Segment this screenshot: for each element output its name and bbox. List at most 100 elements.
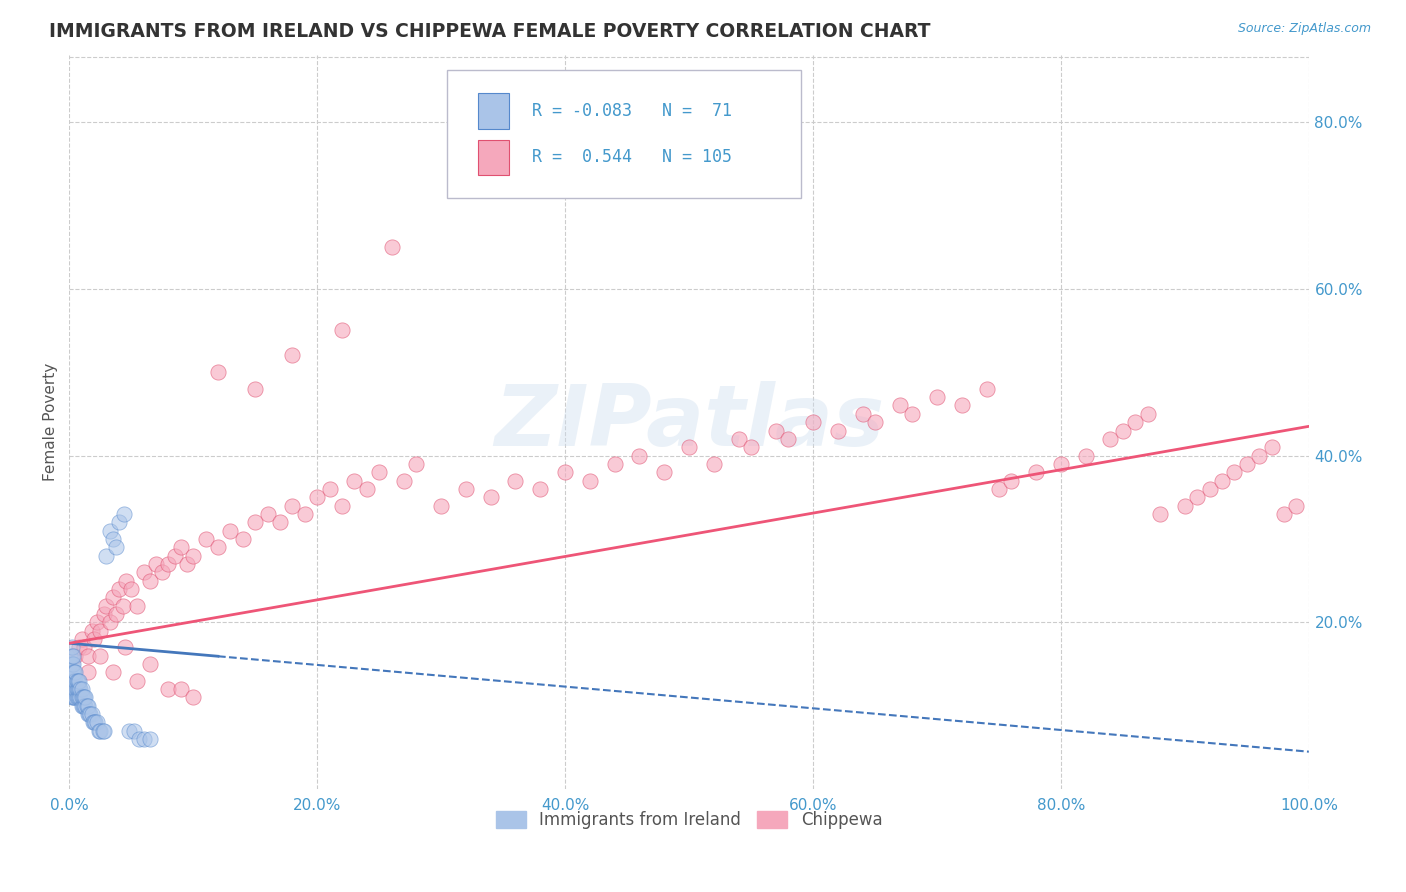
Point [59,648,82,663]
Point [925,390,948,404]
Point [1000,474,1022,488]
Point [380,240,402,254]
Point [194,532,217,546]
Legend: Immigrants from Ireland, Chippewa: Immigrants from Ireland, Chippewa [489,805,889,836]
Point [87,723,110,738]
Point [101,665,124,680]
Point [93,723,115,738]
Point [827,424,849,438]
Point [89,624,111,638]
Point [1074,449,1097,463]
Point [889,399,911,413]
Point [740,440,762,454]
Point [181,549,204,563]
Point [281,499,304,513]
Point [62,648,84,663]
Point [76,707,98,722]
Point [851,407,873,421]
Point [70,690,93,705]
Point [330,323,353,337]
Point [75,698,97,713]
Point [330,499,353,513]
Point [127,673,149,688]
Point [98,615,121,630]
Point [69,690,91,705]
Point [176,557,198,571]
Point [73,640,96,655]
Point [60,640,83,655]
Point [80,624,103,638]
FancyBboxPatch shape [447,70,800,198]
Point [529,482,551,496]
Point [101,591,124,605]
Point [356,482,378,496]
Point [76,665,98,680]
Point [65,690,87,705]
Point [1123,415,1146,429]
Point [170,682,193,697]
Point [108,582,131,596]
Point [89,648,111,663]
Point [281,348,304,362]
Point [62,665,84,680]
Point [66,682,89,697]
Point [652,465,675,479]
Point [368,465,391,479]
Point [59,673,82,688]
Point [114,640,136,655]
Point [207,541,229,555]
Point [505,474,527,488]
Point [66,673,89,688]
Point [59,657,82,671]
Point [111,599,134,613]
Point [1174,499,1197,513]
Point [93,607,115,621]
Y-axis label: Female Poverty: Female Poverty [44,363,58,482]
Point [65,665,87,680]
Point [950,399,973,413]
Point [307,490,329,504]
Point [67,690,90,705]
Text: R =  0.544   N = 105: R = 0.544 N = 105 [531,148,731,166]
Point [118,723,141,738]
Point [232,532,254,546]
Point [1136,407,1159,421]
Point [976,382,998,396]
Point [765,424,787,438]
Point [554,465,576,479]
Point [59,665,82,680]
Point [256,507,278,521]
Point [430,499,453,513]
Point [96,599,118,613]
Point [66,682,89,697]
Point [62,673,84,688]
Text: R = -0.083   N =  71: R = -0.083 N = 71 [531,102,731,120]
Point [60,682,83,697]
Point [65,673,87,688]
Point [67,673,90,688]
Point [83,715,105,730]
Point [98,524,121,538]
FancyBboxPatch shape [478,139,509,175]
Point [96,549,118,563]
Point [132,566,155,580]
Point [115,574,138,588]
Point [454,482,477,496]
Point [101,532,124,546]
Point [75,690,97,705]
Point [62,682,84,697]
Point [219,524,242,538]
Point [163,549,186,563]
Point [67,682,90,697]
Point [1099,432,1122,446]
Point [1112,424,1135,438]
Point [120,582,142,596]
Point [1249,449,1271,463]
Point [1285,499,1308,513]
Point [128,732,150,747]
Point [145,557,167,571]
Point [1050,457,1073,471]
Point [86,715,108,730]
Point [62,657,84,671]
Point [579,474,602,488]
